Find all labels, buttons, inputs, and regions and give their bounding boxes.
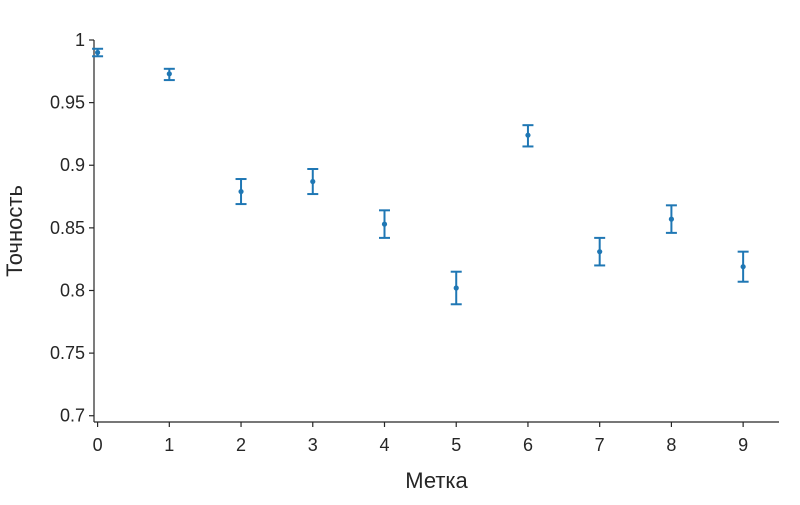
data-point-group <box>307 168 319 196</box>
data-point-group <box>594 236 606 267</box>
data-point <box>94 49 101 56</box>
data-point-group <box>522 124 534 148</box>
y-tick-label: 0.95 <box>50 93 85 113</box>
data-point-group <box>235 178 247 206</box>
x-ticks: 0 1 2 3 4 5 6 7 8 9 <box>93 422 748 455</box>
y-tick-label: 0.7 <box>60 406 85 426</box>
x-tick-label: 2 <box>236 435 246 455</box>
x-tick-label: 5 <box>451 435 461 455</box>
y-tick-label: 0.85 <box>50 218 85 238</box>
axes <box>93 40 779 423</box>
x-tick-label: 7 <box>595 435 605 455</box>
data-point <box>597 249 603 255</box>
x-tick-label: 8 <box>666 435 676 455</box>
data-point-group <box>665 204 677 234</box>
data-point-group <box>378 209 390 239</box>
data-points <box>92 47 749 306</box>
x-tick-label: 9 <box>738 435 748 455</box>
data-point-group <box>92 47 104 58</box>
y-tick-label: 0.9 <box>60 155 85 175</box>
data-point-group <box>450 270 462 306</box>
y-axis-label: Точность <box>2 185 27 277</box>
data-point <box>166 71 172 77</box>
y-tick-label: 0.75 <box>50 343 85 363</box>
x-tick-label: 6 <box>523 435 533 455</box>
data-point <box>238 188 244 195</box>
x-tick-label: 1 <box>164 435 174 455</box>
x-tick-label: 0 <box>93 435 103 455</box>
y-tick-label: 0.8 <box>60 280 85 300</box>
data-point-group <box>163 67 175 82</box>
y-tick-label: 1 <box>75 30 85 50</box>
x-tick-label: 4 <box>379 435 389 455</box>
y-ticks: 1 0.95 0.9 0.85 0.8 0.75 0.7 <box>50 30 94 426</box>
data-point-group <box>737 250 749 283</box>
x-axis-label: Метка <box>405 468 468 493</box>
x-tick-label: 3 <box>308 435 318 455</box>
data-point <box>453 285 459 291</box>
data-point <box>740 264 746 270</box>
data-point <box>381 221 388 227</box>
data-point <box>668 216 675 222</box>
data-point <box>310 178 316 185</box>
data-point <box>525 132 531 138</box>
